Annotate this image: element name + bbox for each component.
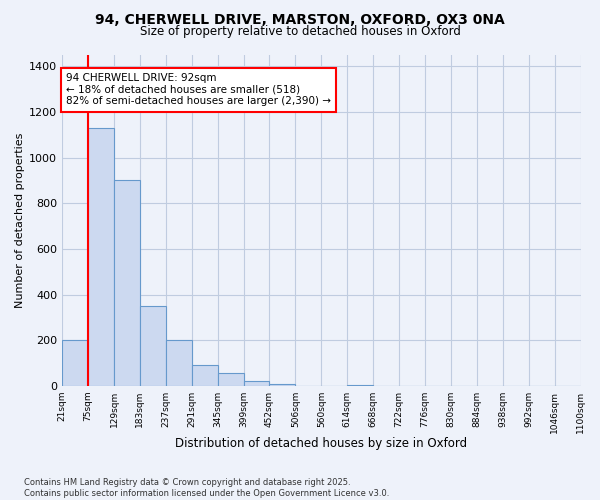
Bar <box>88 128 114 386</box>
Bar <box>62 340 88 386</box>
Y-axis label: Number of detached properties: Number of detached properties <box>15 132 25 308</box>
Text: Size of property relative to detached houses in Oxford: Size of property relative to detached ho… <box>140 25 460 38</box>
Bar <box>218 374 244 386</box>
Bar <box>347 384 373 386</box>
Bar <box>244 382 269 386</box>
Bar <box>269 384 295 386</box>
X-axis label: Distribution of detached houses by size in Oxford: Distribution of detached houses by size … <box>175 437 467 450</box>
Bar <box>114 180 140 386</box>
Text: 94 CHERWELL DRIVE: 92sqm
← 18% of detached houses are smaller (518)
82% of semi-: 94 CHERWELL DRIVE: 92sqm ← 18% of detach… <box>66 74 331 106</box>
Bar <box>140 306 166 386</box>
Bar <box>166 340 192 386</box>
Bar <box>192 366 218 386</box>
Text: 94, CHERWELL DRIVE, MARSTON, OXFORD, OX3 0NA: 94, CHERWELL DRIVE, MARSTON, OXFORD, OX3… <box>95 12 505 26</box>
Text: Contains HM Land Registry data © Crown copyright and database right 2025.
Contai: Contains HM Land Registry data © Crown c… <box>24 478 389 498</box>
